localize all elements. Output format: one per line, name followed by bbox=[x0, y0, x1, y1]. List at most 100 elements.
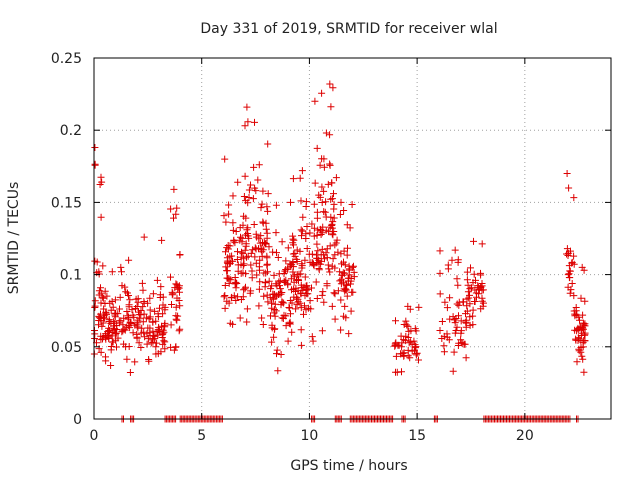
data-point bbox=[310, 224, 318, 232]
data-point bbox=[307, 305, 315, 313]
data-point bbox=[298, 232, 305, 240]
data-point bbox=[154, 331, 162, 339]
data-point bbox=[343, 292, 351, 300]
data-point bbox=[243, 103, 251, 111]
data-point bbox=[297, 341, 305, 349]
data-point bbox=[284, 244, 292, 252]
tick-labels: 0 5 10 15 20 0 0.05 0.1 0.15 0.2 0.25 bbox=[51, 51, 534, 444]
data-point bbox=[137, 344, 145, 351]
x-tick-label: 5 bbox=[197, 428, 206, 444]
data-point bbox=[103, 292, 111, 300]
data-point bbox=[123, 355, 131, 363]
data-point bbox=[149, 318, 157, 326]
data-point bbox=[242, 270, 250, 278]
data-point bbox=[262, 225, 270, 233]
data-point bbox=[436, 327, 444, 334]
data-point bbox=[170, 346, 178, 354]
data-point bbox=[326, 242, 334, 250]
data-point bbox=[316, 161, 324, 169]
data-point bbox=[293, 255, 301, 263]
data-point bbox=[234, 178, 242, 186]
data-point bbox=[320, 298, 328, 306]
data-point bbox=[282, 266, 290, 273]
data-point bbox=[107, 346, 115, 354]
data-point bbox=[252, 259, 260, 267]
data-point bbox=[577, 294, 585, 302]
data-point bbox=[282, 322, 290, 330]
data-point bbox=[95, 291, 103, 299]
data-point bbox=[152, 317, 160, 325]
data-point bbox=[580, 325, 587, 333]
data-point bbox=[408, 347, 416, 355]
data-point bbox=[580, 368, 588, 376]
data-point bbox=[349, 263, 357, 271]
data-point bbox=[269, 295, 277, 303]
data-point bbox=[457, 327, 465, 335]
data-point bbox=[322, 129, 330, 137]
data-point bbox=[262, 278, 269, 286]
data-point bbox=[95, 317, 103, 324]
data-point bbox=[577, 332, 585, 339]
data-point bbox=[118, 268, 125, 276]
data-point bbox=[236, 236, 244, 244]
data-point bbox=[251, 253, 259, 261]
data-point bbox=[327, 103, 335, 111]
data-point bbox=[272, 307, 280, 315]
data-point bbox=[459, 298, 467, 306]
data-point bbox=[402, 317, 410, 325]
data-point bbox=[310, 200, 318, 208]
data-point bbox=[156, 294, 164, 301]
y-tick-label: 0 bbox=[73, 412, 82, 428]
data-point bbox=[466, 291, 473, 299]
data-point bbox=[157, 283, 165, 291]
data-point bbox=[470, 237, 477, 245]
data-point bbox=[245, 186, 253, 194]
data-point bbox=[308, 220, 316, 228]
data-point bbox=[321, 208, 329, 216]
data-point bbox=[255, 285, 263, 293]
x-tick-label: 15 bbox=[408, 428, 426, 444]
data-point bbox=[300, 310, 307, 318]
data-point bbox=[302, 235, 310, 242]
data-point bbox=[140, 299, 148, 307]
data-point bbox=[288, 328, 296, 336]
data-point bbox=[106, 299, 114, 307]
data-point bbox=[314, 247, 322, 255]
data-point bbox=[576, 316, 583, 324]
data-point bbox=[97, 173, 105, 181]
data-point bbox=[236, 314, 244, 322]
data-point bbox=[315, 265, 323, 272]
data-point bbox=[289, 259, 297, 267]
data-point bbox=[332, 174, 340, 182]
data-point bbox=[121, 326, 129, 334]
data-point bbox=[479, 286, 487, 294]
data-point bbox=[104, 328, 112, 336]
data-point bbox=[299, 213, 307, 221]
data-point bbox=[344, 277, 352, 285]
data-point bbox=[405, 339, 413, 347]
data-point bbox=[280, 311, 288, 319]
data-point bbox=[297, 326, 305, 334]
data-point bbox=[303, 282, 311, 290]
data-point bbox=[457, 336, 465, 344]
data-point bbox=[318, 291, 326, 299]
data-point bbox=[247, 261, 255, 269]
data-point bbox=[229, 257, 236, 265]
data-point bbox=[172, 303, 180, 311]
data-point bbox=[229, 219, 237, 227]
data-point bbox=[348, 288, 356, 296]
data-point bbox=[328, 302, 336, 310]
data-point bbox=[176, 251, 184, 259]
data-point bbox=[105, 327, 113, 335]
data-point bbox=[232, 279, 240, 287]
data-point bbox=[330, 205, 338, 213]
data-point bbox=[314, 255, 322, 262]
y-tick-label: 0.05 bbox=[51, 340, 82, 356]
data-point bbox=[306, 258, 314, 266]
data-point bbox=[161, 319, 169, 327]
data-point bbox=[291, 252, 299, 260]
data-point bbox=[278, 298, 286, 306]
data-point bbox=[123, 308, 131, 315]
data-point bbox=[255, 235, 263, 243]
